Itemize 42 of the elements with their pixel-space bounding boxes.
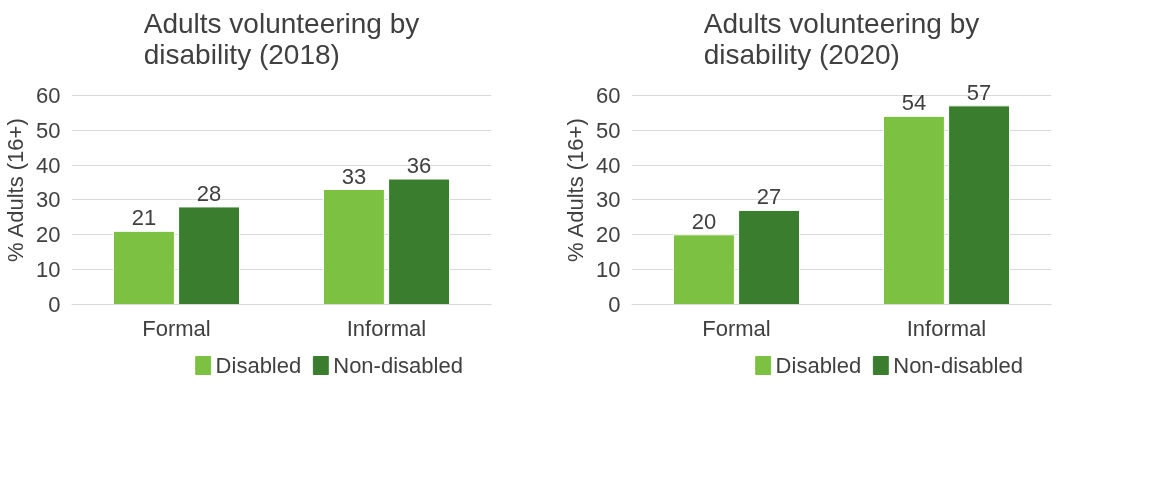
chart-title: Adults volunteering by disability (2018) bbox=[143, 7, 420, 70]
y-tick-label: 20 bbox=[596, 222, 621, 248]
data-label: 54 bbox=[901, 90, 927, 116]
y-tick-label: 20 bbox=[36, 222, 61, 248]
y-tick-label: 30 bbox=[596, 187, 621, 213]
y-axis-title: % Adults (16+) bbox=[3, 118, 29, 262]
y-tick-label: 10 bbox=[596, 257, 621, 283]
y-tick-label: 60 bbox=[36, 82, 61, 108]
bar bbox=[388, 178, 450, 305]
x-tick-label: Informal bbox=[906, 315, 987, 341]
y-axis-title: % Adults (16+) bbox=[563, 118, 589, 262]
legend-label: Non-disabled bbox=[893, 353, 1023, 378]
y-tick-label: 50 bbox=[596, 117, 621, 143]
x-tick-label: Informal bbox=[346, 315, 427, 341]
y-tick-label: 10 bbox=[36, 257, 61, 283]
data-label: 57 bbox=[966, 79, 992, 105]
bar bbox=[883, 115, 945, 305]
y-tick-label: 40 bbox=[596, 152, 621, 178]
chart-title: Adults volunteering by disability (2020) bbox=[703, 7, 980, 70]
y-tick-label: 60 bbox=[596, 82, 621, 108]
bar bbox=[673, 234, 735, 305]
legend-label: Non-disabled bbox=[333, 353, 463, 378]
y-tick-label: 0 bbox=[608, 292, 621, 317]
y-tick-label: 0 bbox=[48, 292, 61, 317]
data-label: 33 bbox=[341, 163, 367, 189]
y-tick-label: 50 bbox=[36, 117, 61, 143]
bar bbox=[178, 206, 240, 305]
y-tick-label: 30 bbox=[36, 187, 61, 213]
x-tick-label: Formal bbox=[142, 315, 211, 341]
data-label: 27 bbox=[756, 184, 782, 210]
bar bbox=[738, 209, 800, 305]
legend-label: Disabled bbox=[215, 353, 302, 378]
data-label: 21 bbox=[131, 205, 157, 231]
y-tick-label: 40 bbox=[36, 152, 61, 178]
bar bbox=[948, 105, 1010, 305]
bar bbox=[323, 189, 385, 305]
bar bbox=[113, 230, 175, 305]
data-label: 28 bbox=[196, 180, 222, 206]
data-label: 20 bbox=[691, 208, 717, 234]
legend-label: Disabled bbox=[775, 353, 862, 378]
data-label: 36 bbox=[406, 153, 432, 179]
x-tick-label: Formal bbox=[702, 315, 771, 341]
